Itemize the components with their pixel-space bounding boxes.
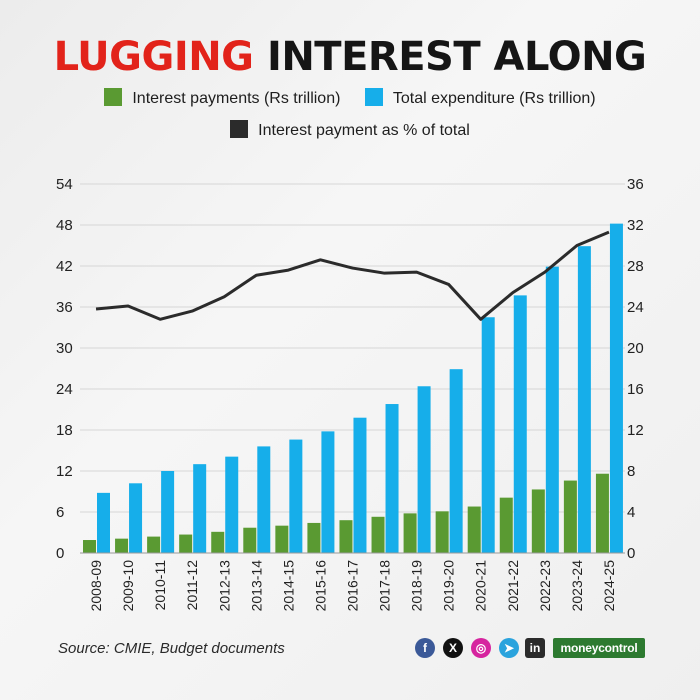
x-tick-label: 2014-15 [280, 560, 296, 612]
x-tick-label: 2011-12 [184, 560, 200, 611]
bar-interest [243, 527, 257, 553]
facebook-icon[interactable]: f [415, 638, 435, 658]
bar-interest [115, 538, 129, 553]
y-tick-label-left: 12 [56, 463, 73, 480]
brand-logo: moneycontrol [553, 638, 645, 658]
y-tick-label-right: 28 [627, 258, 644, 275]
bar-interest [595, 473, 609, 553]
y-tick-label-left: 6 [56, 504, 64, 521]
legend-row-1: Interest payments (Rs trillion) Total ex… [0, 88, 700, 108]
y-tick-label-right: 16 [627, 381, 644, 398]
legend-row-2: Interest payment as % of total [0, 120, 700, 140]
x-tick-label: 2010-11 [152, 560, 168, 611]
legend-item-pct: Interest payment as % of total [230, 120, 470, 140]
y-tick-label-left: 42 [56, 258, 73, 275]
x-tick-label: 2022-23 [537, 560, 553, 612]
bar-total [609, 223, 623, 553]
bar-total [577, 246, 591, 553]
y-tick-label-right: 0 [627, 545, 635, 562]
y-tick-label-right: 32 [627, 217, 644, 234]
bar-interest [467, 506, 481, 553]
chart-title-rest: INTEREST ALONG [253, 34, 647, 80]
bar-total [97, 492, 110, 553]
bar-interest [275, 525, 289, 553]
bar-total [417, 386, 431, 553]
x-tick-label: 2017-18 [377, 560, 393, 612]
bar-total [545, 266, 559, 553]
x-tick-label: 2018-19 [409, 560, 425, 612]
bar-total [481, 317, 495, 553]
bar-interest [531, 489, 545, 553]
y-tick-label-left: 48 [56, 217, 73, 234]
bar-interest [403, 513, 417, 553]
bar-total [129, 483, 143, 553]
bar-total [289, 439, 303, 553]
y-tick-label-left: 0 [56, 545, 64, 562]
y-tick-label-right: 36 [627, 176, 644, 193]
bar-interest [307, 522, 321, 553]
legend-swatch-total [364, 88, 383, 106]
legend-item-interest: Interest payments (Rs trillion) [104, 88, 340, 108]
y-tick-label-right: 20 [627, 340, 644, 357]
bar-total [257, 446, 271, 553]
bar-interest [371, 516, 385, 553]
legend-label-pct: Interest payment as % of total [258, 122, 470, 139]
bar-total [385, 404, 399, 553]
bar-interest [179, 534, 193, 553]
x-icon[interactable]: X [443, 638, 463, 658]
bar-total [321, 431, 335, 553]
y-tick-label-right: 8 [627, 463, 635, 480]
y-tick-label-left: 18 [56, 422, 73, 439]
bar-total [353, 417, 367, 553]
y-tick-label-left: 36 [56, 299, 73, 316]
x-tick-label: 2021-22 [505, 560, 521, 612]
instagram-icon[interactable]: ◎ [471, 638, 491, 658]
x-tick-label: 2013-14 [248, 560, 264, 612]
x-tick-label: 2024-25 [601, 560, 617, 612]
telegram-icon[interactable]: ➤ [499, 638, 519, 658]
x-tick-label: 2020-21 [473, 560, 489, 612]
y-tick-label-left: 30 [56, 340, 73, 357]
bar-total [161, 471, 175, 553]
x-tick-label: 2019-20 [441, 560, 457, 612]
bar-total [225, 456, 239, 553]
bar-interest [147, 536, 161, 553]
bar-interest [563, 480, 577, 553]
bar-interest [499, 497, 513, 553]
y-tick-label-left: 24 [56, 381, 73, 398]
y-tick-label-left: 54 [56, 176, 73, 193]
line-interest-pct [95, 230, 610, 321]
bar-interest [211, 531, 225, 553]
x-tick-label: 2015-16 [312, 560, 328, 612]
x-tick-label: 2008-09 [88, 560, 104, 612]
bar-interest [83, 540, 96, 553]
x-tick-label: 2023-24 [569, 560, 585, 612]
x-tick-label: 2009-10 [120, 560, 136, 612]
source-note: Source: CMIE, Budget documents [58, 640, 285, 657]
legend-item-total: Total expenditure (Rs trillion) [364, 88, 596, 108]
bar-total [193, 464, 207, 553]
bar-total [449, 369, 463, 553]
y-tick-label-right: 4 [627, 504, 635, 521]
x-tick-label: 2012-13 [216, 560, 232, 612]
linkedin-icon[interactable]: in [525, 638, 545, 658]
legend-label-interest: Interest payments (Rs trillion) [132, 90, 341, 107]
legend-label-total: Total expenditure (Rs trillion) [392, 90, 596, 107]
legend-swatch-pct [230, 120, 249, 138]
chart-title: LUGGING INTEREST ALONG [0, 34, 700, 80]
bar-interest [435, 511, 449, 553]
x-tick-label: 2016-17 [345, 560, 361, 612]
y-tick-label-right: 12 [627, 422, 644, 439]
legend-swatch-interest [104, 88, 123, 106]
bar-interest [339, 520, 353, 553]
bar-total [513, 295, 527, 553]
chart-title-highlight: LUGGING [53, 34, 254, 80]
y-tick-label-right: 24 [627, 299, 644, 316]
